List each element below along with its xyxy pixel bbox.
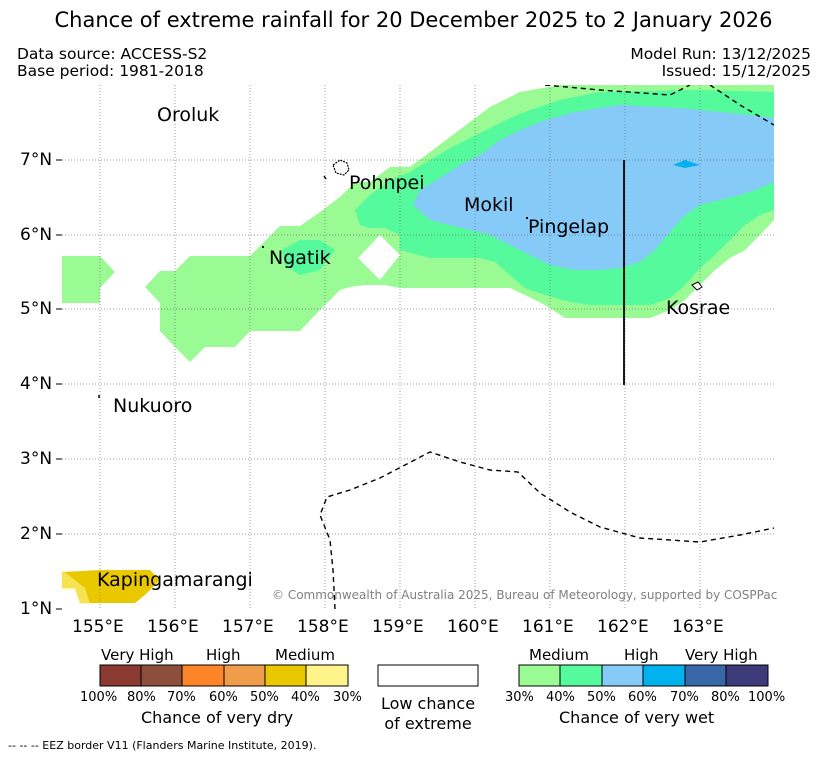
low-chance-box bbox=[377, 664, 479, 687]
wet-pct-80: 80% bbox=[711, 690, 740, 705]
dry-pct-100: 100% bbox=[80, 690, 118, 705]
dry-pct-70: 70% bbox=[167, 690, 196, 705]
dry-medium-label: Medium bbox=[275, 646, 335, 664]
wet-pct-30: 30% bbox=[505, 690, 534, 705]
place-pohnpei: Pohnpei bbox=[349, 172, 425, 194]
model-run: Model Run: 13/12/2025 bbox=[630, 45, 811, 63]
dry-pct-80: 80% bbox=[127, 690, 156, 705]
lon-tick-161e: 161°E bbox=[522, 617, 574, 637]
dry-very-high-label: Very High bbox=[101, 646, 174, 664]
dry-high-label: High bbox=[206, 646, 241, 664]
dry-pct-60: 60% bbox=[209, 690, 238, 705]
base-period: Base period: 1981-2018 bbox=[17, 62, 204, 80]
wet-pct-70: 70% bbox=[670, 690, 699, 705]
eez-footnote: -- -- -- EEZ border V11 (Flanders Marine… bbox=[8, 739, 317, 752]
wet-50-region bbox=[413, 105, 774, 270]
lon-tick-157e: 157°E bbox=[222, 617, 274, 637]
wet-pct-50: 50% bbox=[587, 690, 616, 705]
dry-legend-caption: Chance of very dry bbox=[141, 708, 294, 727]
lat-tick-2n: 2°N bbox=[20, 524, 53, 544]
wet-pct-100: 100% bbox=[748, 690, 786, 705]
data-source: Data source: ACCESS-S2 bbox=[17, 45, 208, 63]
wet-30-region bbox=[62, 256, 115, 303]
lon-tick-155e: 155°E bbox=[72, 617, 124, 637]
low-chance-line1: Low chance bbox=[380, 694, 476, 713]
place-nukuoro: Nukuoro bbox=[113, 395, 193, 417]
lon-tick-159e: 159°E bbox=[372, 617, 424, 637]
map-title: Chance of extreme rainfall for 20 Decemb… bbox=[54, 8, 773, 32]
wet-pct-60: 60% bbox=[628, 690, 657, 705]
wet-pct-40: 40% bbox=[546, 690, 575, 705]
dry-pct-40: 40% bbox=[291, 690, 320, 705]
issued-date: Issued: 15/12/2025 bbox=[661, 62, 811, 80]
lon-tick-160e: 160°E bbox=[447, 617, 499, 637]
lat-tick-1n: 1°N bbox=[20, 599, 53, 619]
place-oroluk: Oroluk bbox=[157, 104, 220, 126]
lon-tick-162e: 162°E bbox=[597, 617, 649, 637]
wet-legend-caption: Chance of very wet bbox=[559, 708, 715, 727]
copyright-notice: © Commonwealth of Australia 2025, Bureau… bbox=[272, 588, 778, 602]
lon-tick-158e: 158°E bbox=[297, 617, 349, 637]
lat-tick-7n: 7°N bbox=[20, 150, 53, 170]
place-kosrae: Kosrae bbox=[666, 297, 731, 319]
lon-tick-156e: 156°E bbox=[147, 617, 199, 637]
eez-border bbox=[319, 85, 774, 609]
wet-very-high-label: Very High bbox=[685, 646, 758, 664]
wet-40-region bbox=[282, 240, 335, 275]
dry-pct-30: 30% bbox=[333, 690, 362, 705]
place-kapingamarangi: Kapingamarangi bbox=[97, 569, 253, 591]
wet-60-region bbox=[673, 160, 700, 168]
dry-pct-50: 50% bbox=[250, 690, 279, 705]
pohnpei-island bbox=[332, 159, 350, 176]
kosrae-island bbox=[691, 281, 703, 291]
wet-legend-bar bbox=[518, 664, 769, 687]
place-pingelap: Pingelap bbox=[528, 216, 610, 238]
lat-tick-6n: 6°N bbox=[20, 225, 53, 245]
lat-tick-3n: 3°N bbox=[20, 449, 53, 469]
wet-medium-label: Medium bbox=[529, 646, 589, 664]
lon-tick-163e: 163°E bbox=[672, 617, 724, 637]
place-ngatik: Ngatik bbox=[269, 247, 331, 269]
lat-tick-4n: 4°N bbox=[20, 374, 53, 394]
dry-legend-bar bbox=[99, 664, 349, 687]
wet-high-label: High bbox=[624, 646, 659, 664]
low-chance-line2: of extreme bbox=[384, 714, 472, 733]
place-mokil: Mokil bbox=[464, 194, 514, 216]
lat-tick-5n: 5°N bbox=[20, 299, 53, 319]
